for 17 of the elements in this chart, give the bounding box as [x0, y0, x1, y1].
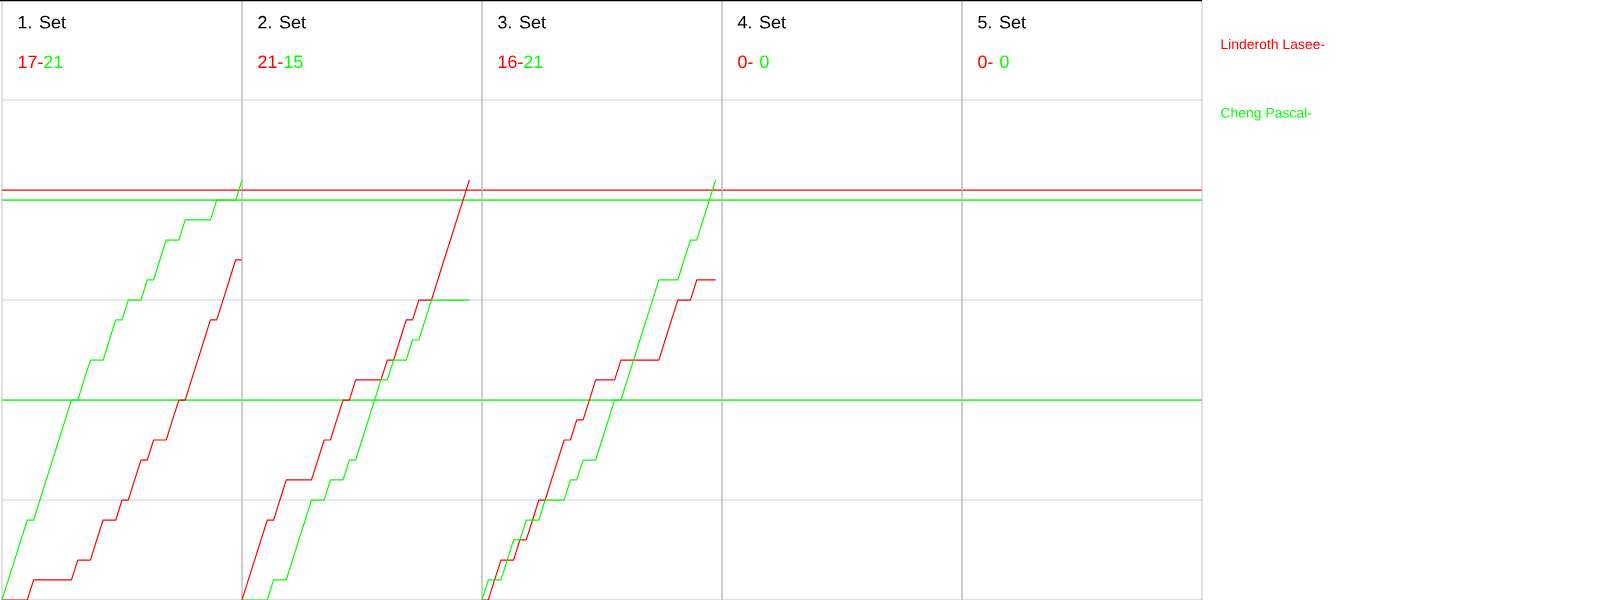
- text: 4. Set: [737, 15, 786, 29]
- text: 16-: [498, 55, 523, 69]
- text: Cheng Pascal-: [1221, 107, 1312, 121]
- text: 15: [284, 55, 303, 69]
- chart-title: 2. Set: [258, 15, 306, 29]
- text: 0-: [978, 55, 993, 69]
- text: 5. Set: [978, 15, 1026, 29]
- text: 0-: [738, 55, 753, 69]
- chart-title: 1. Set: [18, 15, 66, 29]
- text: 21: [524, 55, 543, 68]
- text: 0: [760, 55, 769, 69]
- text: Linderoth Lasee-: [1221, 38, 1325, 50]
- text: 21-: [258, 55, 283, 68]
- text: 17-: [18, 55, 43, 69]
- chart-title: 3. Set: [498, 15, 546, 29]
- text: 0: [1000, 55, 1009, 69]
- text: 21: [44, 55, 63, 69]
